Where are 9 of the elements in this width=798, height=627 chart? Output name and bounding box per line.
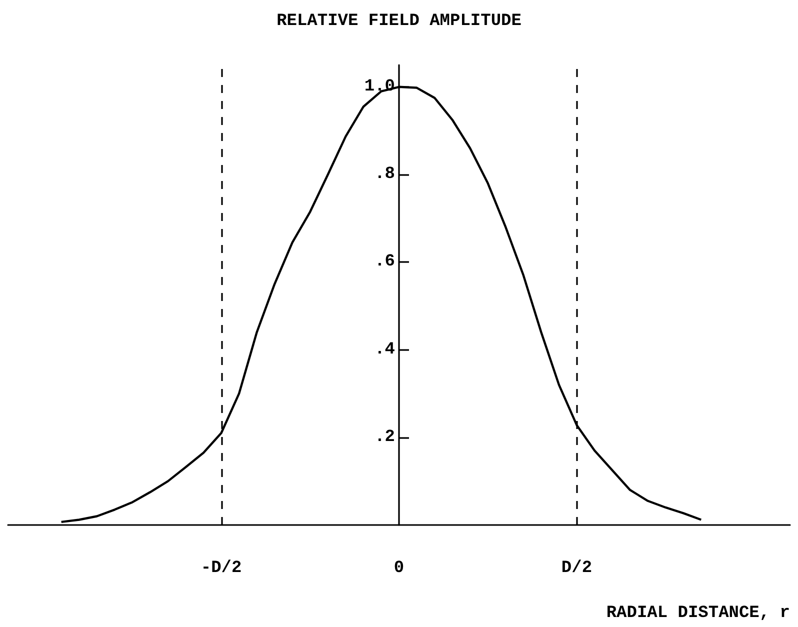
x-axis-title: RADIAL DISTANCE, r [606, 604, 790, 623]
x-tick-label: D/2 [561, 559, 592, 578]
y-tick-label: .8 [374, 165, 395, 184]
y-tick-label: .2 [374, 428, 395, 447]
y-tick-label: .4 [374, 340, 395, 360]
y-axis-title: RELATIVE FIELD AMPLITUDE [276, 12, 522, 31]
x-tick-label: 0 [394, 559, 404, 578]
x-tick-label: -D/2 [200, 559, 242, 578]
y-tick-label: .6 [374, 252, 395, 272]
